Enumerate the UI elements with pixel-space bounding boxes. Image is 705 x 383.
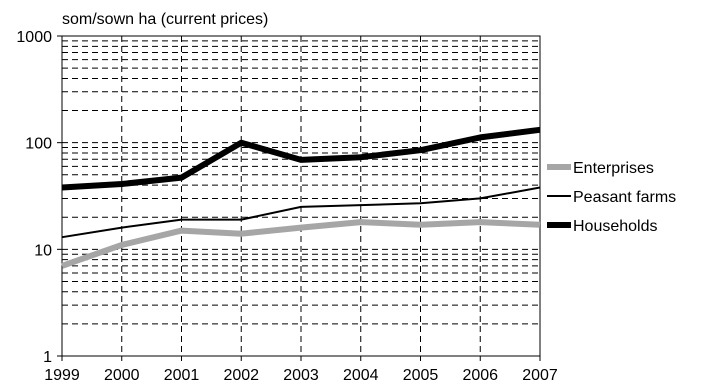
x-tick-label: 2002 xyxy=(223,367,259,383)
y-axis-title: som/sown ha (current prices) xyxy=(62,11,268,28)
grid-lines xyxy=(62,36,541,356)
axes xyxy=(57,35,541,361)
x-tick-label: 2001 xyxy=(164,367,200,383)
y-tick-label: 10 xyxy=(34,242,52,259)
series-line-peasant-farms xyxy=(61,186,541,239)
legend-label-enterprises: Enterprises xyxy=(573,160,654,177)
series-line-enterprises xyxy=(61,219,541,269)
x-tick-label: 2006 xyxy=(462,367,498,383)
x-tick-label: 2004 xyxy=(343,367,379,383)
legend: Enterprises Peasant farms Households xyxy=(544,149,704,244)
x-tick-label: 2005 xyxy=(403,367,439,383)
y-tick-label: 1 xyxy=(43,349,52,366)
series-lines xyxy=(61,126,541,269)
x-tick-label: 2007 xyxy=(522,367,558,383)
series-line-households xyxy=(61,126,541,191)
tick-labels: 1 10 100 1000 1999 2000 2001 2002 2003 2004 2005 20… xyxy=(16,29,557,383)
legend-label-households: Households xyxy=(573,218,658,235)
x-tick-label: 1999 xyxy=(44,367,80,383)
x-tick-label: 2003 xyxy=(283,367,319,383)
x-tick-label: 2000 xyxy=(104,367,140,383)
legend-label-peasant-farms: Peasant farms xyxy=(573,189,676,206)
y-tick-label: 100 xyxy=(25,136,52,153)
y-tick-label: 1000 xyxy=(16,29,52,46)
